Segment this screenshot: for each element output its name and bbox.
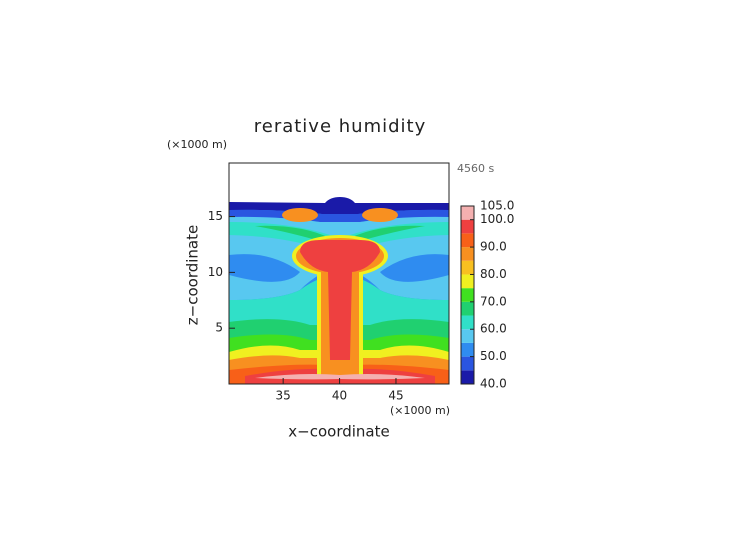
field-region xyxy=(229,254,449,282)
x-tick-label: 45 xyxy=(388,389,403,403)
colorbar-tick-label: 105.0 xyxy=(480,199,514,213)
colorbar-band xyxy=(461,260,474,275)
x-tick-label: 40 xyxy=(332,389,347,403)
colorbar-band xyxy=(461,288,474,302)
y-tick-label: 5 xyxy=(215,321,223,335)
colorbar-band xyxy=(461,356,474,371)
chart-title: rerative humidity xyxy=(254,116,427,137)
colorbar-band xyxy=(461,247,474,261)
colorbar-band xyxy=(461,233,474,248)
field-region xyxy=(229,197,449,214)
field-region xyxy=(300,240,380,360)
field-region xyxy=(255,374,425,380)
y-tick-label: 10 xyxy=(208,265,223,279)
colorbar-tick-label: 40.0 xyxy=(480,377,507,391)
colorbar-band xyxy=(461,315,474,330)
plot-frame xyxy=(228,162,450,385)
x-tick-label: 35 xyxy=(276,389,291,403)
colorbar-tick-label: 50.0 xyxy=(480,349,507,363)
x-axis-label: x−coordinate xyxy=(288,423,389,441)
field xyxy=(229,197,449,384)
colorbar-band xyxy=(461,219,474,234)
colorbar-band xyxy=(461,370,474,384)
colorbar-tick-label: 90.0 xyxy=(480,240,507,254)
y-axis-label: z−coordinate xyxy=(184,225,202,325)
field-region xyxy=(282,208,318,222)
colorbar-band xyxy=(461,301,474,316)
field-region xyxy=(362,208,398,222)
colorbar-band xyxy=(461,342,474,357)
colorbar-frame xyxy=(460,205,475,385)
colorbar-tick-label: 100.0 xyxy=(480,212,514,226)
axes: 35 40 45 5 10 15 xyxy=(208,209,404,402)
colorbar-band xyxy=(461,329,474,343)
x-unit: (×1000 m) xyxy=(390,404,450,417)
colorbar-band xyxy=(461,274,474,289)
colorbar-band xyxy=(461,206,474,220)
colorbar-tick-label: 60.0 xyxy=(480,322,507,336)
y-unit: (×1000 m) xyxy=(167,138,227,151)
colorbar-tick-label: 80.0 xyxy=(480,267,507,281)
time-label: 4560 s xyxy=(457,162,494,175)
colorbar-tick-label: 70.0 xyxy=(480,294,507,308)
y-tick-label: 15 xyxy=(208,209,223,223)
field-region xyxy=(255,225,425,244)
